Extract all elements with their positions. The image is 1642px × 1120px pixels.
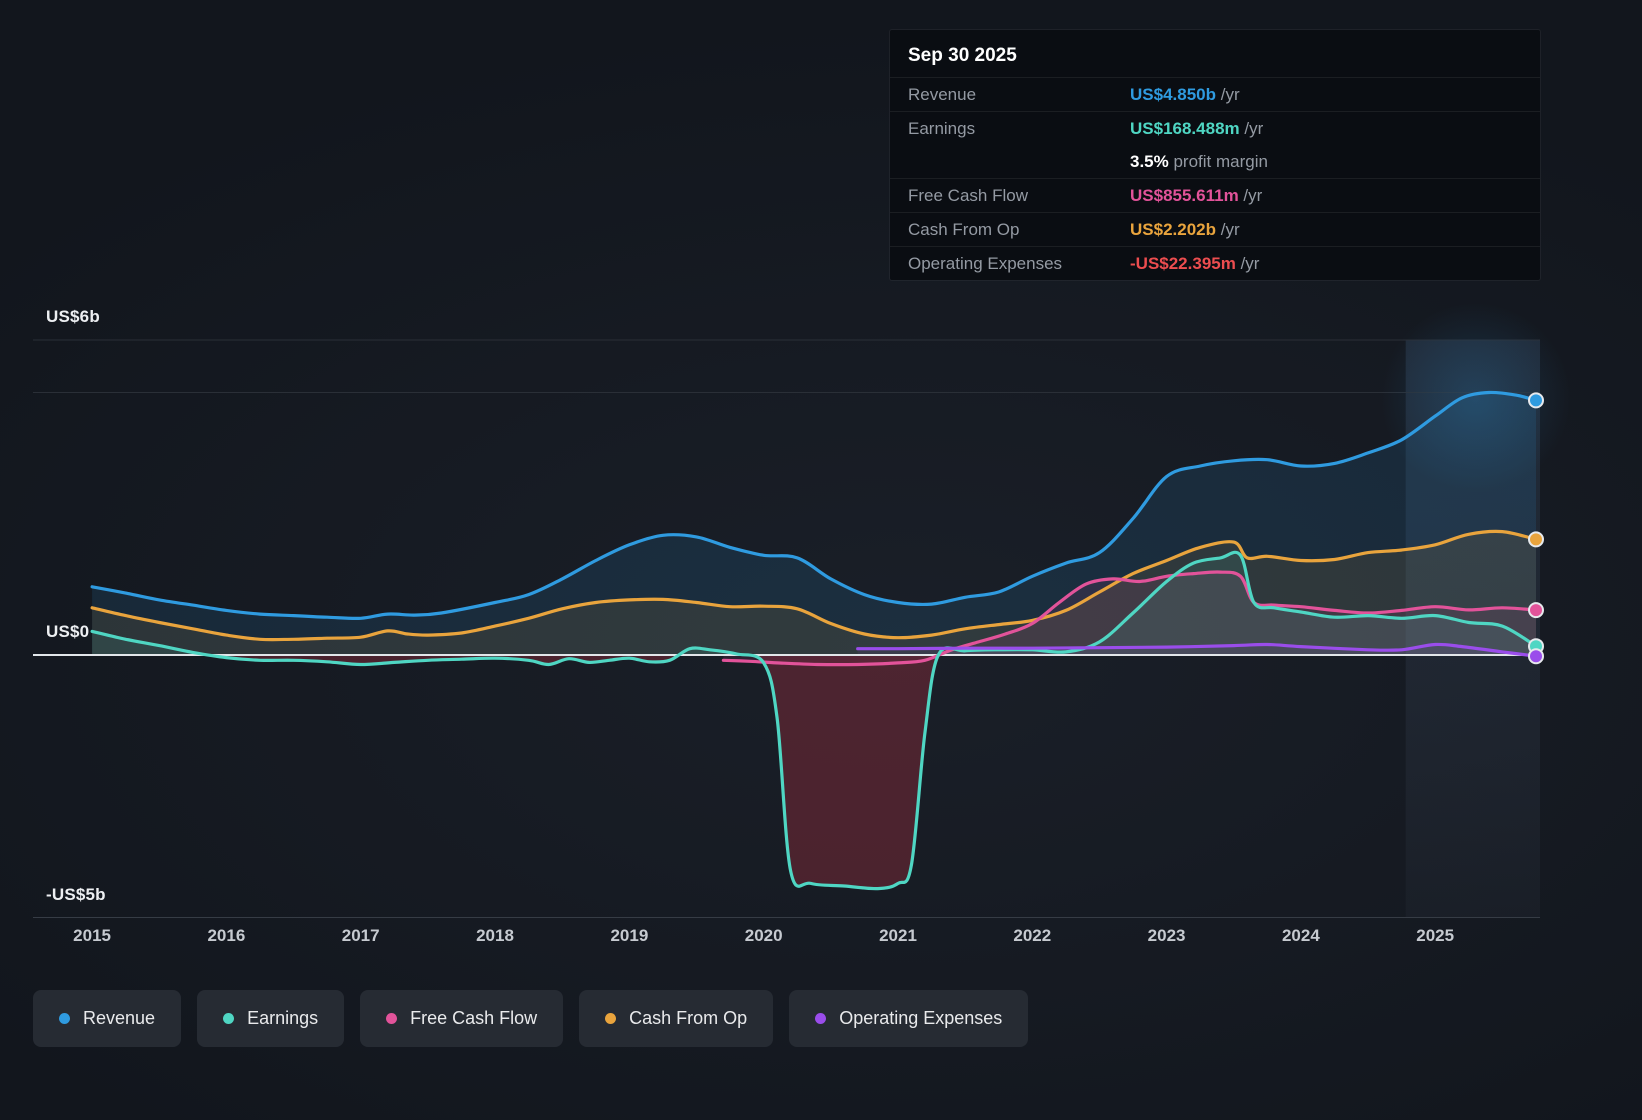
- legend-label: Revenue: [83, 1008, 156, 1028]
- area-earnings-positive: [92, 552, 1536, 655]
- series-free-cash-flow[interactable]: [721, 570, 1544, 667]
- series-operating-expenses[interactable]: [856, 642, 1544, 665]
- x-axis-label: 2023: [1147, 926, 1186, 945]
- tooltip-row-free-cash-flow: Free Cash Flow US$855.611m /yr: [890, 178, 1540, 212]
- x-axis-label: 2016: [207, 926, 246, 945]
- series-operating-expenses-endpoint: [1528, 648, 1544, 665]
- series-earnings-line: [90, 550, 1538, 891]
- legend-label: Cash From Op: [629, 1008, 748, 1028]
- tooltip-row-revenue: Revenue US$4.850b /yr: [890, 77, 1540, 111]
- tooltip-row-value: US$855.611m: [1130, 185, 1239, 205]
- area-operating-expenses: [857, 644, 1536, 657]
- tooltip-date: Sep 30 2025: [908, 45, 1017, 66]
- tooltip-row-value: 3.5%: [1130, 151, 1169, 171]
- tooltip-row-label: Revenue: [908, 84, 977, 104]
- tooltip-row-label: Free Cash Flow: [908, 185, 1028, 205]
- legend-item-earnings[interactable]: Earnings: [197, 990, 345, 1047]
- tooltip-row-suffix: profit margin: [1168, 151, 1268, 171]
- x-axis-label: 2017: [341, 926, 380, 945]
- revenue-legend-dot: [59, 1013, 70, 1024]
- tooltip-row-suffix: /yr: [1238, 185, 1263, 205]
- series-revenue-line: [90, 390, 1538, 621]
- date-tooltip: Sep 30 2025 Revenue US$4.850b /yr Earnings…: [890, 30, 1540, 280]
- series-cash-from-op-endpoint: [1528, 531, 1544, 548]
- series-free-cash-flow-line: [721, 570, 1538, 667]
- y-axis-label: US$0: [46, 622, 90, 641]
- legend-label: Free Cash Flow: [410, 1008, 538, 1028]
- earnings-legend-dot: [223, 1013, 235, 1024]
- series-cash-from-op[interactable]: [90, 529, 1544, 642]
- tooltip-row-value: -US$22.395m: [1130, 253, 1236, 273]
- tooltip-row-suffix: /yr: [1216, 219, 1240, 239]
- y-axis-label: -US$5b: [46, 884, 106, 904]
- cash-from-op-legend-dot: [605, 1013, 617, 1024]
- tooltip-row-label: Operating Expenses: [908, 253, 1063, 273]
- area-cash-from-op: [92, 531, 1537, 655]
- tooltip-row-value: US$2.202b: [1130, 219, 1216, 239]
- tooltip-rows: Revenue US$4.850b /yr Earnings US$168.488m …: [890, 77, 1540, 280]
- tooltip-row-label: Earnings: [908, 118, 976, 138]
- legend-label: Operating Expenses: [839, 1008, 1003, 1028]
- series-free-cash-flow-endpoint: [1528, 602, 1544, 619]
- area-revenue: [92, 392, 1537, 655]
- free-cash-flow-legend-dot: [386, 1013, 398, 1024]
- x-axis-label: 2018: [476, 926, 514, 945]
- legend-item-operating-expenses[interactable]: Operating Expenses: [789, 990, 1029, 1047]
- series-revenue-endpoint: [1528, 392, 1544, 409]
- x-axis-label: 2015: [73, 926, 112, 945]
- x-axis-label: 2020: [744, 926, 783, 945]
- area-free-cash-flow: [723, 571, 1536, 665]
- tooltip-row-earnings: Earnings US$168.488m /yr: [890, 111, 1540, 145]
- tooltip-row-value: US$4.850b: [1130, 84, 1216, 104]
- x-axis-label: 2022: [1013, 926, 1052, 945]
- tooltip-row-operating-expenses: Operating Expenses -US$22.395m /yr: [890, 246, 1540, 280]
- tooltip-row-suffix: /yr: [1235, 253, 1260, 273]
- tooltip-row-cash-from-op: Cash From Op US$2.202b /yr: [890, 212, 1540, 246]
- series-operating-expenses-line: [856, 642, 1538, 658]
- tooltip-row-profit-margin: 3.5% profit margin: [890, 145, 1540, 178]
- tooltip-row-suffix: /yr: [1239, 118, 1264, 138]
- series-cash-from-op-line: [90, 529, 1538, 642]
- legend: Revenue Earnings Free Cash Flow Cash From O…: [33, 990, 1029, 1047]
- operating-expenses-legend-dot: [815, 1013, 827, 1024]
- tooltip-row-value: US$168.488m: [1130, 118, 1240, 138]
- x-axis-label: 2025: [1416, 926, 1455, 945]
- x-axis-label: 2021: [879, 926, 917, 945]
- y-axis-label: US$6b: [46, 307, 100, 326]
- tooltip-row-suffix: /yr: [1216, 84, 1240, 104]
- series-revenue[interactable]: [90, 390, 1544, 621]
- legend-label: Earnings: [247, 1008, 319, 1028]
- legend-item-revenue[interactable]: Revenue: [33, 990, 182, 1047]
- x-axis-label: 2019: [610, 926, 649, 945]
- tooltip-row-label: Cash From Op: [908, 219, 1020, 239]
- x-axis-label: 2024: [1281, 926, 1320, 945]
- legend-item-free-cash-flow[interactable]: Free Cash Flow: [360, 990, 564, 1047]
- legend-item-cash-from-op[interactable]: Cash From Op: [579, 990, 774, 1047]
- highlight-glow: [1380, 302, 1571, 493]
- area-earnings-negative: [92, 655, 1536, 889]
